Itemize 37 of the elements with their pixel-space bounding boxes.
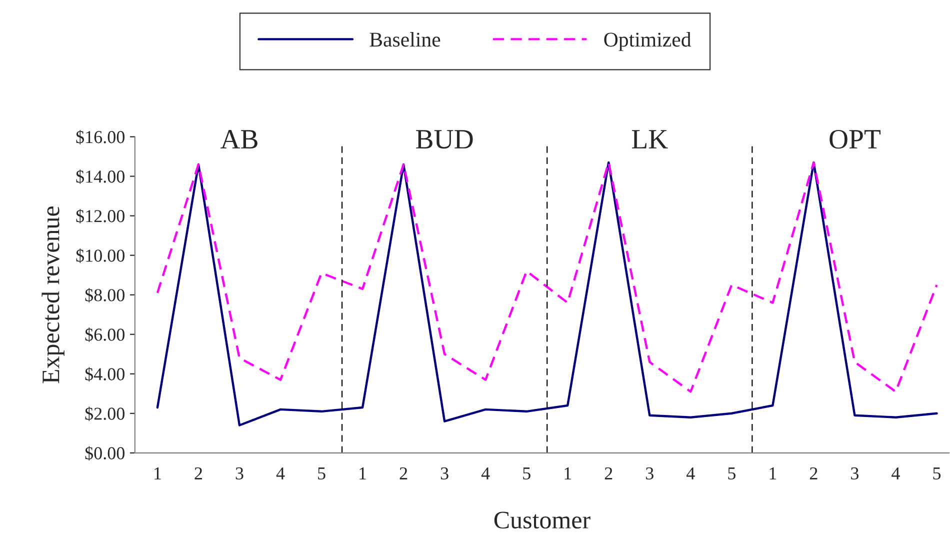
x-tick-label: 1 [360,467,366,480]
x-tick-label: 4 [686,467,695,480]
x-tick-label: 2 [604,467,612,480]
x-tick-label: 2 [194,467,202,480]
x-axis-title: Customer [494,512,590,529]
x-tick-label: 5 [523,468,530,480]
x-tick-label: 4 [481,467,490,480]
y-tick-label: $16.00 [76,130,124,144]
x-tick-label: 1 [564,467,572,480]
x-tick-label: 1 [154,467,161,480]
x-tick-label: 5 [933,468,941,480]
annotation: AB [220,130,258,148]
y-tick-label: $14.00 [76,169,124,184]
y-tick-label: $10.00 [76,248,124,263]
y-tick-label: $6.00 [85,328,124,342]
y-axis-title: Expected revenue [42,206,64,384]
y-tick-label: $12.00 [76,208,124,224]
y-tick-label: $4.00 [85,367,124,382]
annotation: BUD [416,130,473,149]
legend-label: Optimized [604,32,692,51]
x-tick-label: 2 [400,467,408,480]
x-tick-label: 1 [770,467,776,480]
x-tick-label: 5 [318,468,326,480]
annotation: LK [632,130,668,148]
annotation: OPT [830,130,880,149]
x-tick-label: 5 [728,468,736,480]
x-tick-label: 3 [646,467,654,480]
x-tick-label: 4 [276,467,285,480]
x-tick-label: 3 [440,467,448,480]
y-tick-label: $2.00 [85,406,124,422]
x-tick-label: 4 [892,467,900,480]
x-tick-label: 2 [810,467,818,480]
y-tick-label: $0.00 [85,446,124,461]
legend-label: Baseline [370,32,440,47]
x-tick-label: 3 [236,467,244,480]
x-tick-label: 3 [851,467,859,480]
y-tick-label: $8.00 [85,288,124,302]
